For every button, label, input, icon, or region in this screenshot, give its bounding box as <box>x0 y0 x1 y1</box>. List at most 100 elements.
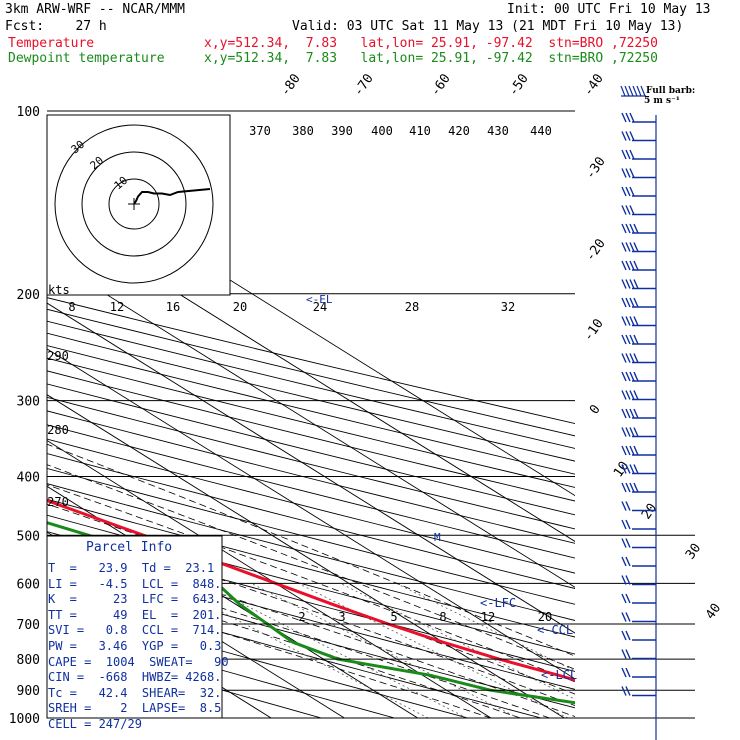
dry-adiabat-line <box>47 308 575 437</box>
wind-barb-flag <box>621 149 627 160</box>
parcel-info-row: CELL = 247/29 <box>48 717 142 731</box>
parcel-info-title: Parcel Info <box>86 540 173 555</box>
wind-barb-flag <box>625 297 631 308</box>
hodograph-trace <box>133 188 211 205</box>
dry-adiabat-line <box>47 453 575 589</box>
wind-barb-flag <box>625 390 631 400</box>
wind-barb-flag <box>625 186 631 197</box>
wind-barb-flag <box>621 334 627 345</box>
isotherm-label: 20 <box>639 501 660 522</box>
barb-legend-sample <box>620 85 626 97</box>
wind-barb-flag <box>633 316 639 326</box>
barb-legend-unit: 5 m s⁻¹ <box>644 96 680 106</box>
wind-barb-flag <box>629 427 635 437</box>
wind-barb-flag <box>633 464 639 474</box>
hodograph-ring <box>54 124 214 284</box>
wind-barb-flag <box>629 205 635 215</box>
wind-barb-flag <box>625 112 631 123</box>
parcel-info-box <box>46 535 223 719</box>
pressure-tick-label: 100 <box>17 105 40 120</box>
wind-barb-flag <box>625 427 631 437</box>
dry-adiabat-line <box>47 582 542 718</box>
theta-label: 440 <box>530 124 552 138</box>
isotherm-label: 0 <box>587 402 604 417</box>
parcel-info-row: TT = 49 EL = 201. <box>48 607 222 622</box>
isotherm-label: -10 <box>581 316 607 344</box>
moist-adiabat-label: 16 <box>166 300 180 314</box>
wind-barb-flag <box>625 223 631 234</box>
wind-barb-flag <box>625 482 631 493</box>
m-marker: M <box>434 531 441 544</box>
wind-barb-flag <box>629 353 635 363</box>
parcel-info-row: K = 23 LFC = 643. <box>48 592 222 607</box>
wind-barb-flag <box>629 334 635 345</box>
dry-adiabat-label: 290 <box>47 349 69 363</box>
barb-legend-sample <box>636 85 642 97</box>
wind-barb-flag <box>625 667 631 678</box>
wind-barb-flag <box>621 519 627 530</box>
wind-barb-flag <box>625 408 631 419</box>
theta-label: 430 <box>487 124 509 138</box>
isotherm-label: -70 <box>351 71 377 99</box>
level-marker: <-CCL <box>537 623 573 637</box>
wind-barb-flag <box>621 612 627 622</box>
moist-adiabat-label: 8 <box>68 300 75 314</box>
hodograph-ring <box>108 178 160 230</box>
wind-barb-flag <box>625 149 631 160</box>
dry-adiabat-line <box>47 438 575 574</box>
wind-barb-flag <box>629 371 635 382</box>
parcel-info-row: CAPE = 1004 SWEAT= 90 <box>48 654 229 669</box>
dry-adiabat-line <box>47 565 575 709</box>
wind-barb-flag <box>621 297 627 308</box>
theta-label: 410 <box>409 124 431 138</box>
dry-adiabat-line <box>47 619 395 718</box>
theta-label: 390 <box>331 124 353 138</box>
wind-barb-flag <box>629 112 635 123</box>
wind-barb-flag <box>633 482 639 493</box>
dry-adiabat-line <box>47 467 575 605</box>
wind-barb-flag <box>633 408 639 419</box>
isotherm-line <box>47 348 575 680</box>
dewpoint-legend: Dewpoint temperature <box>8 51 165 66</box>
pressure-tick-label: 300 <box>17 395 40 410</box>
wind-barb-flag <box>625 556 631 567</box>
wind-barb-flag <box>625 464 631 474</box>
forecast-hour: Fcst: 27 h <box>5 19 107 34</box>
wind-barb-flag <box>625 260 631 271</box>
moist-adiabat-label: 28 <box>405 300 419 314</box>
moist-adiabat-label: 20 <box>233 300 247 314</box>
wind-barb-flag <box>625 612 631 622</box>
dry-adiabat-line <box>47 601 469 718</box>
wind-barb-flag <box>621 205 627 215</box>
mixing-ratio-label: 8 <box>439 610 446 624</box>
wind-barb-flag <box>633 260 639 271</box>
wind-barb-flag <box>621 408 627 419</box>
isotherm-line <box>47 302 575 634</box>
el-marker: <-EL <box>306 293 333 306</box>
hodograph-unit: kts <box>48 283 70 297</box>
barb-legend-sample <box>640 85 646 97</box>
dry-adiabat-line <box>47 320 575 449</box>
wind-barb-flag <box>621 223 627 234</box>
wind-barb-flag <box>621 242 627 252</box>
isotherm-line <box>47 256 575 588</box>
wind-barb-flag <box>621 168 627 178</box>
pressure-tick-label: 900 <box>17 684 40 699</box>
barb-legend-title: Full barb: <box>646 86 696 96</box>
wind-barb-flag <box>629 316 635 326</box>
moist-adiabat-label: 32 <box>501 300 515 314</box>
wind-barb-flag <box>629 242 635 252</box>
wind-barb-flag <box>621 260 627 271</box>
wind-barb-flag <box>633 334 639 345</box>
wind-barb-flag <box>629 445 635 456</box>
pressure-tick-label: 200 <box>17 288 40 303</box>
wind-barb-flag <box>625 353 631 363</box>
wind-barb-flag <box>629 260 635 271</box>
theta-label: 420 <box>448 124 470 138</box>
isotherm-label: -30 <box>583 154 609 182</box>
wind-barb-flag <box>625 686 631 696</box>
wind-barb-flag <box>629 297 635 308</box>
wind-barb-flag <box>625 205 631 215</box>
wind-barb-flag <box>625 649 631 659</box>
